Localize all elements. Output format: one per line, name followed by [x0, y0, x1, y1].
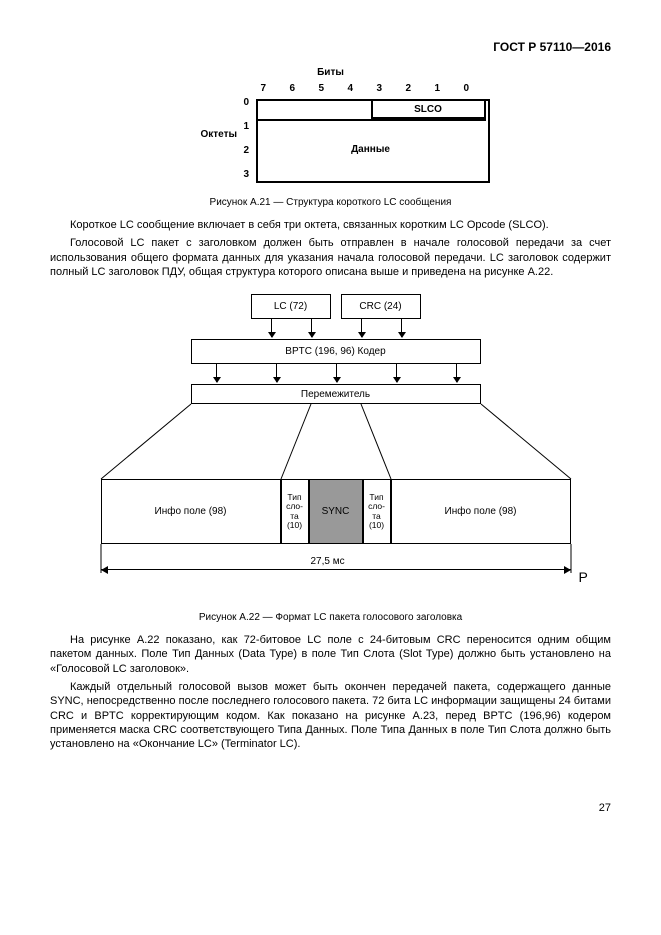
dimension-line	[101, 569, 571, 570]
figure-a22: LC (72) CRC (24) BPTC (196, 96) Кодер Пе…	[81, 294, 581, 604]
bit-7: 7	[261, 83, 267, 94]
slot-type-right-box: Тип сло-та (10)	[363, 479, 391, 544]
fig22-caption: Рисунок А.22 — Формат LC пакета голосово…	[50, 612, 611, 623]
arrow	[216, 364, 217, 382]
sync-box: SYNC	[309, 479, 363, 544]
slot-type-left-box: Тип сло-та (10)	[281, 479, 309, 544]
paragraph-1: Короткое LC сообщение включает в себя тр…	[50, 218, 611, 232]
arrow	[336, 364, 337, 382]
arrow	[271, 319, 272, 337]
bit-2: 2	[406, 83, 412, 94]
bit-4: 4	[348, 83, 354, 94]
octets-title: Октеты	[201, 129, 238, 140]
bit-6: 6	[290, 83, 296, 94]
page-number: 27	[50, 802, 611, 814]
info-left-box: Инфо поле (98)	[101, 479, 281, 544]
slco-box: SLCO	[371, 99, 486, 119]
info-right-box: Инфо поле (98)	[391, 479, 571, 544]
interleaver-box: Перемежитель	[191, 384, 481, 404]
doc-header: ГОСТ Р 57110—2016	[50, 40, 611, 54]
paragraph-4: Каждый отдельный голосовой вызов может б…	[50, 680, 611, 751]
bit-0: 0	[464, 83, 470, 94]
bptc-box: BPTC (196, 96) Кодер	[191, 339, 481, 364]
octet-3: 3	[244, 169, 250, 180]
bit-1: 1	[435, 83, 441, 94]
arrow	[456, 364, 457, 382]
crc-box: CRC (24)	[341, 294, 421, 319]
arrow	[401, 319, 402, 337]
duration-label: 27,5 мс	[311, 556, 345, 567]
data-box: Данные	[256, 119, 486, 181]
arrow	[361, 319, 362, 337]
arrow	[396, 364, 397, 382]
paragraph-2: Голосовой LC пакет с заголовком должен б…	[50, 236, 611, 279]
octet-2: 2	[244, 145, 250, 156]
p-label: Р	[579, 569, 588, 585]
fig21-caption: Рисунок А.21 — Структура короткого LC со…	[50, 197, 611, 208]
arrow	[276, 364, 277, 382]
octet-1: 1	[244, 121, 250, 132]
paragraph-3: На рисунке А.22 показано, как 72-битовое…	[50, 633, 611, 676]
bit-5: 5	[319, 83, 325, 94]
figure-a21: Биты 7 6 5 4 3 2 1 0 Октеты 0 1 2 3 SLCO…	[171, 69, 491, 189]
bits-title: Биты	[317, 67, 344, 78]
arrow	[311, 319, 312, 337]
bit-3: 3	[377, 83, 383, 94]
octet-0: 0	[244, 97, 250, 108]
lc-box: LC (72)	[251, 294, 331, 319]
